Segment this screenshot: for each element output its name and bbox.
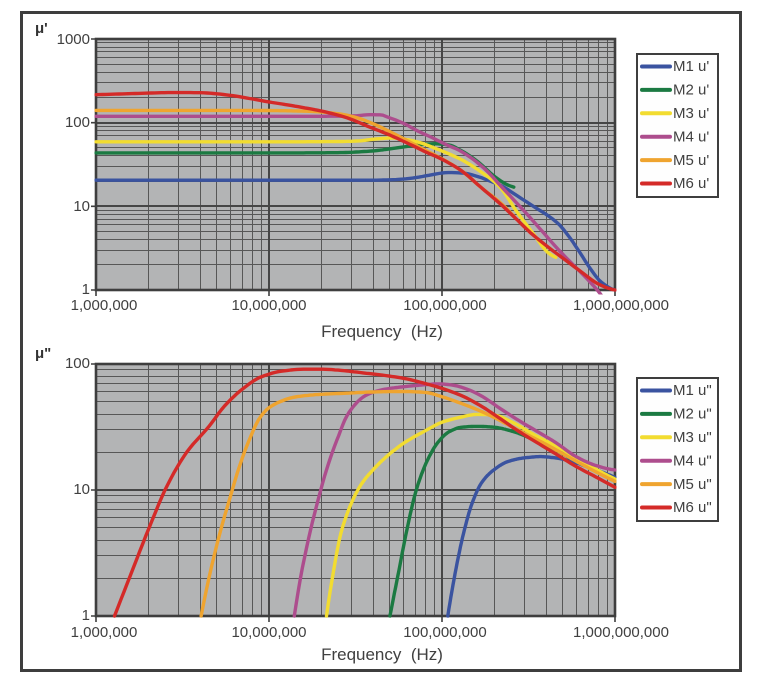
svg-text:100,000,000: 100,000,000 (403, 624, 486, 641)
svg-text:1: 1 (82, 607, 90, 624)
svg-text:M6 u': M6 u' (673, 175, 709, 192)
svg-text:M4 u": M4 u" (673, 452, 712, 469)
svg-text:1000: 1000 (57, 31, 90, 48)
svg-text:M2 u": M2 u" (673, 406, 712, 423)
svg-text:100,000,000: 100,000,000 (403, 297, 486, 314)
svg-text:M5 u": M5 u" (673, 476, 712, 493)
svg-text:M4 u': M4 u' (673, 128, 709, 145)
svg-text:10,000,000: 10,000,000 (231, 624, 306, 641)
svg-text:μ': μ' (35, 20, 48, 37)
svg-text:1,000,000,000: 1,000,000,000 (573, 297, 669, 314)
svg-text:M3 u': M3 u' (673, 105, 709, 122)
svg-text:10: 10 (73, 481, 90, 498)
svg-text:1,000,000,000: 1,000,000,000 (573, 624, 669, 641)
svg-text:100: 100 (65, 114, 90, 131)
svg-text:1,000,000: 1,000,000 (71, 624, 138, 641)
svg-text:Frequency (Hz): Frequency (Hz) (321, 322, 443, 341)
svg-text:M3 u": M3 u" (673, 429, 712, 446)
svg-text:M6 u": M6 u" (673, 499, 712, 516)
svg-text:1,000,000: 1,000,000 (71, 297, 138, 314)
svg-text:10,000,000: 10,000,000 (231, 297, 306, 314)
svg-text:100: 100 (65, 355, 90, 372)
svg-text:M2 u': M2 u' (673, 82, 709, 99)
svg-text:10: 10 (73, 198, 90, 215)
svg-text:M5 u': M5 u' (673, 152, 709, 169)
svg-text:1: 1 (82, 281, 90, 298)
svg-text:M1 u': M1 u' (673, 58, 709, 75)
svg-text:μ": μ" (35, 345, 51, 362)
svg-text:M1 u": M1 u" (673, 382, 712, 399)
svg-text:Frequency (Hz): Frequency (Hz) (321, 645, 443, 664)
